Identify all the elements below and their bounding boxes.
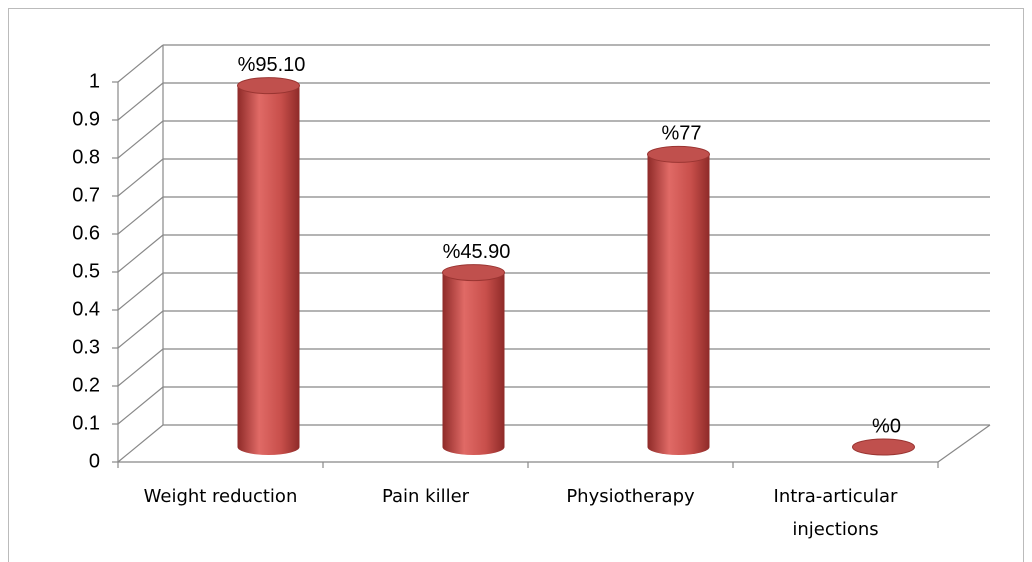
- y-tick-label: 0.1: [72, 412, 100, 434]
- value-label: %77: [661, 123, 701, 145]
- grid-line: [117, 310, 164, 349]
- bar-top: [442, 264, 505, 282]
- y-tick-label: 0.8: [72, 146, 100, 168]
- x-tick-label: Physiotherapy: [566, 486, 695, 507]
- bar-body: [442, 272, 505, 455]
- axis-line: [937, 424, 991, 463]
- grid-line: [117, 348, 164, 387]
- grid-line: [117, 386, 164, 425]
- grid-line: [117, 44, 164, 83]
- grid-line: [117, 272, 164, 311]
- y-tick-label: 0.5: [72, 260, 100, 282]
- grid-line: [117, 82, 164, 121]
- bar-body: [237, 85, 300, 456]
- bar: [852, 438, 915, 456]
- grid-line: [117, 120, 164, 159]
- y-tick-label: 0: [89, 450, 100, 472]
- value-label: %95.10: [238, 54, 306, 76]
- grid-line: [117, 424, 164, 463]
- grid-line: [117, 234, 164, 273]
- bar-top: [852, 438, 915, 456]
- value-label: %0: [872, 415, 901, 437]
- y-tick-label: 0.9: [72, 108, 100, 130]
- bar-body: [647, 154, 710, 455]
- y-tick-label: 0.7: [72, 184, 100, 206]
- chart-frame: [8, 8, 1024, 562]
- x-tick-label: Weight reduction: [144, 486, 298, 507]
- bar: [237, 77, 300, 456]
- x-tick-label: Pain killer: [382, 486, 470, 507]
- y-tick-label: 1: [89, 70, 100, 92]
- bar-top: [647, 145, 710, 163]
- bar-top: [237, 77, 300, 95]
- bar: [647, 145, 710, 455]
- y-tick-label: 0.3: [72, 336, 100, 358]
- value-label: %45.90: [443, 241, 511, 263]
- y-tick-label: 0.2: [72, 374, 100, 396]
- y-tick-label: 0.4: [72, 298, 100, 320]
- y-tick-label: 0.6: [72, 222, 100, 244]
- x-tick-label: Intra-articular injections: [774, 486, 899, 540]
- bar: [442, 264, 505, 455]
- grid-line: [117, 196, 164, 235]
- grid-line: [117, 158, 164, 197]
